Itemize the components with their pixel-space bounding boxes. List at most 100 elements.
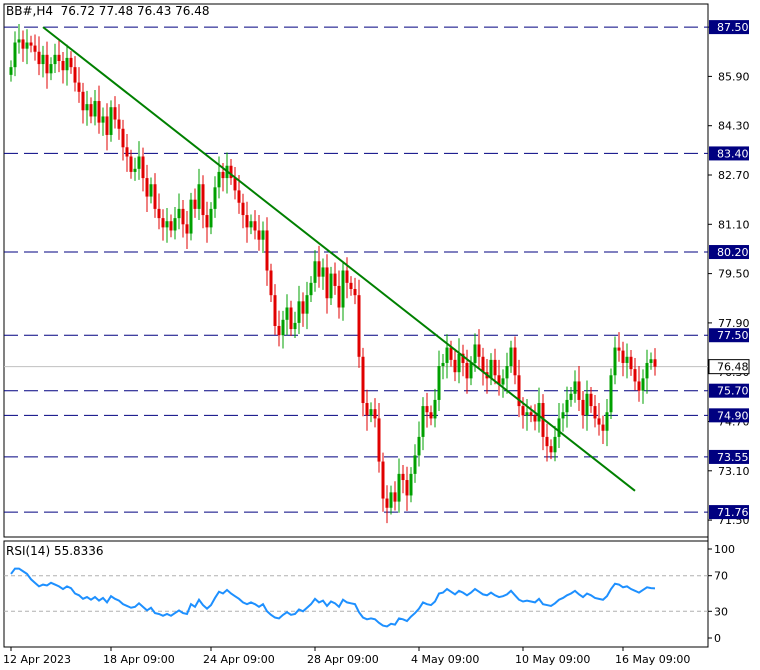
candle-body bbox=[317, 261, 321, 277]
candle-body bbox=[153, 184, 157, 209]
candle-body bbox=[25, 42, 29, 49]
level-badge-label: 74.90 bbox=[717, 409, 749, 422]
time-label: 16 May 09:00 bbox=[615, 653, 690, 666]
candle-body bbox=[601, 424, 605, 431]
candle-body bbox=[569, 393, 573, 400]
candle-body bbox=[93, 101, 97, 117]
candle-body bbox=[649, 359, 653, 363]
candle-body bbox=[177, 208, 181, 219]
candle-body bbox=[561, 412, 565, 419]
candle-body bbox=[261, 230, 265, 240]
candle-body bbox=[573, 381, 577, 394]
candle-body bbox=[353, 289, 357, 296]
candle-body bbox=[577, 381, 581, 400]
chart-header: BB#,H4 76.72 77.48 76.43 76.48 bbox=[6, 4, 210, 18]
candle-body bbox=[285, 307, 289, 320]
rsi-header: RSI(14) 55.8336 bbox=[6, 544, 104, 558]
candle-body bbox=[129, 156, 133, 172]
candle-body bbox=[233, 178, 237, 191]
candle-body bbox=[49, 64, 53, 74]
rsi-plot-frame bbox=[3, 540, 709, 648]
candle-body bbox=[505, 366, 509, 379]
candle-body bbox=[149, 184, 153, 197]
rsi-tick-label: 30 bbox=[714, 605, 728, 618]
rsi-tick-label: 100 bbox=[714, 543, 735, 556]
candle-body bbox=[229, 165, 233, 179]
candle-body bbox=[465, 362, 469, 379]
candle-body bbox=[529, 412, 533, 416]
candle-body bbox=[397, 473, 401, 502]
time-label: 18 Apr 09:00 bbox=[103, 653, 175, 666]
candle-body bbox=[173, 218, 177, 231]
level-badge bbox=[709, 245, 749, 260]
level-badge-label: 87.50 bbox=[717, 21, 749, 34]
level-badge bbox=[709, 449, 749, 464]
candle-body bbox=[469, 362, 473, 379]
candle-body bbox=[581, 399, 585, 416]
candle-body bbox=[277, 325, 281, 336]
candle-body bbox=[301, 301, 305, 314]
candle-body bbox=[597, 418, 601, 425]
candle-body bbox=[373, 409, 377, 419]
candle-body bbox=[481, 356, 485, 373]
candle-body bbox=[565, 399, 569, 413]
candle-body bbox=[17, 39, 21, 43]
candle-body bbox=[593, 406, 597, 419]
candle-body bbox=[217, 171, 221, 188]
candle-body bbox=[73, 67, 77, 83]
rsi-tick-label: 70 bbox=[714, 570, 728, 583]
candle-body bbox=[545, 436, 549, 447]
candle-body bbox=[169, 221, 173, 231]
candle-body bbox=[349, 282, 353, 290]
candle-body bbox=[41, 54, 45, 65]
candle-body bbox=[417, 436, 421, 456]
candle-body bbox=[253, 221, 257, 231]
candle-body bbox=[365, 403, 369, 416]
candle-body bbox=[209, 208, 213, 228]
candle-body bbox=[369, 409, 373, 416]
candle-body bbox=[241, 202, 245, 216]
candle-body bbox=[105, 116, 109, 135]
candle-body bbox=[21, 39, 25, 49]
candle-body bbox=[413, 455, 417, 474]
candle-body bbox=[165, 221, 169, 228]
candle-body bbox=[181, 208, 185, 225]
candle-body bbox=[281, 319, 285, 336]
candle-body bbox=[273, 295, 277, 326]
candle-body bbox=[257, 230, 261, 240]
candle-body bbox=[637, 381, 641, 391]
candle-body bbox=[609, 375, 613, 413]
candle-body bbox=[117, 119, 121, 129]
candle-body bbox=[293, 322, 297, 330]
candle-body bbox=[557, 418, 561, 437]
candle-body bbox=[213, 187, 217, 209]
candle-body bbox=[97, 101, 101, 123]
candle-body bbox=[109, 107, 113, 135]
price-tick-label: 85.90 bbox=[718, 70, 750, 83]
candle-body bbox=[57, 54, 61, 61]
candle-body bbox=[13, 42, 17, 68]
candle-body bbox=[341, 270, 345, 308]
candle-body bbox=[401, 473, 405, 481]
price-tick-label: 82.70 bbox=[718, 169, 750, 182]
time-label: 24 Apr 09:00 bbox=[203, 653, 275, 666]
symbol-label: BB#,H4 bbox=[6, 4, 53, 18]
time-label: 4 May 09:00 bbox=[411, 653, 479, 666]
level-badge-label: 77.50 bbox=[717, 329, 749, 342]
candle-body bbox=[477, 344, 481, 357]
candle-body bbox=[533, 415, 537, 422]
time-label: 28 Apr 09:00 bbox=[307, 653, 379, 666]
level-badge bbox=[709, 146, 749, 161]
candle-body bbox=[381, 461, 385, 499]
candle-body bbox=[489, 359, 493, 379]
candle-body bbox=[269, 270, 273, 296]
candle-body bbox=[125, 147, 129, 157]
candle-body bbox=[445, 347, 449, 363]
candle-body bbox=[85, 104, 89, 111]
candle-body bbox=[321, 267, 325, 277]
candle-body bbox=[325, 267, 329, 299]
current-price-badge bbox=[708, 359, 750, 375]
current-price-label: 76.48 bbox=[717, 361, 749, 374]
candle-body bbox=[333, 273, 337, 286]
